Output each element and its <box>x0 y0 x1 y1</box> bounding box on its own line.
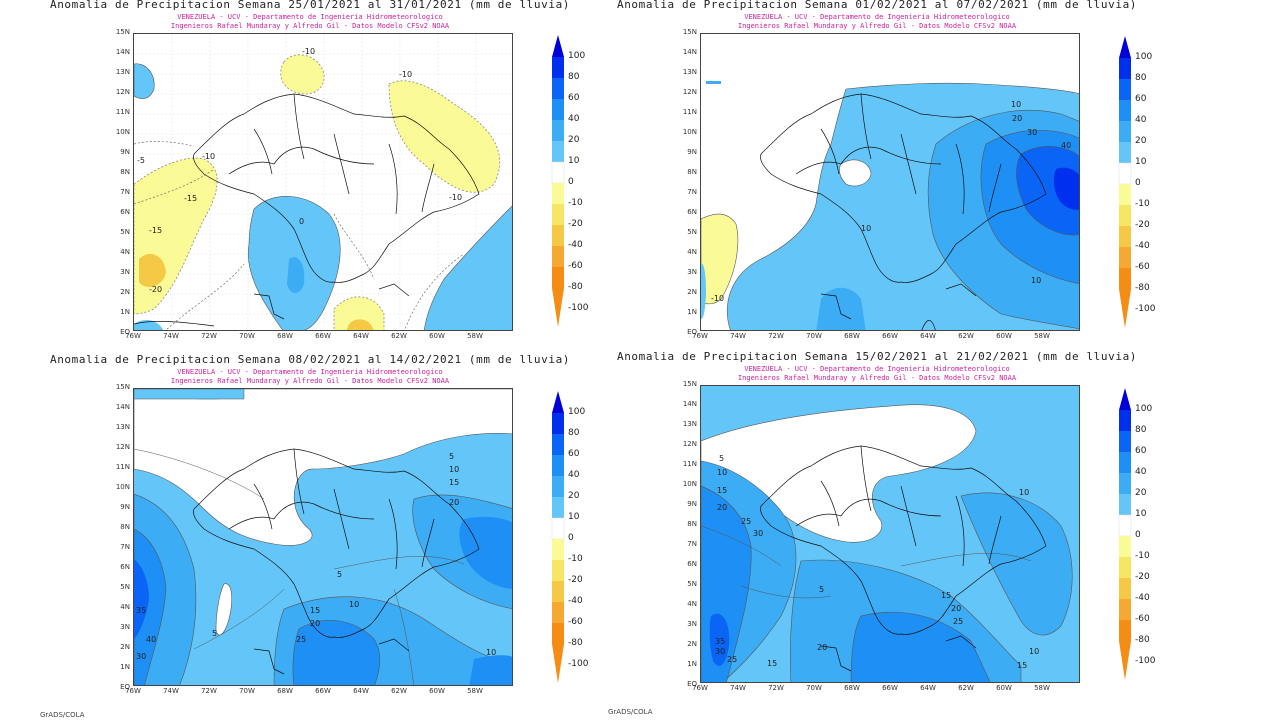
contour-label: 10 <box>349 600 359 609</box>
footer-credit-left: GrADS/COLA <box>40 711 85 719</box>
contour-label: -5 <box>137 156 145 165</box>
lat-axis: 15N 14N 13N 12N 11N 10N 9N 8N 7N 6N 5N 4N 3N 2N 1N EQ <box>682 28 697 336</box>
lat-axis: 15N 14N 13N 12N 11N 10N 9N 8N 7N 6N 5N 4N 3N 2N 1N EQ <box>115 383 130 691</box>
contour-label: 30 <box>715 647 725 656</box>
contour-label: 10 <box>861 224 871 233</box>
contour-label: -10 <box>711 294 724 303</box>
contour-label: 15 <box>310 606 320 615</box>
colorbar: 100 80 60 40 20 10 0 -10 -20 -40 -60 -80… <box>548 391 628 686</box>
anomaly-map: -10 -10 -5 -10 -15 -15 -20 -10 0 <box>133 33 513 331</box>
contour-label: 5 <box>212 629 217 638</box>
contour-label: 15 <box>1017 661 1027 670</box>
contour-label: 20 <box>717 503 727 512</box>
contour-label: 10 <box>1031 276 1041 285</box>
panel-title: Anomalia de Precipitacion Semana 01/02/2… <box>616 0 1138 11</box>
panel-week-2: Anomalia de Precipitacion Semana 01/02/2… <box>567 0 1207 360</box>
anomaly-map: 10 20 30 40 10 10 -10 <box>700 33 1080 331</box>
contour-label: 20 <box>817 643 827 652</box>
contour-label: 40 <box>1061 141 1071 150</box>
panel-week-3: Anomalia de Precipitacion Semana 08/02/2… <box>0 353 640 715</box>
lat-axis: 15N 14N 13N 12N 11N 10N 9N 8N 7N 6N 5N 4N 3N 2N 1N EQ <box>682 380 697 688</box>
contour-label: 35 <box>136 606 146 615</box>
panel-subtitle-1: VENEZUELA - UCV - Departamento de Ingeni… <box>744 13 1010 21</box>
panel-subtitle-1: VENEZUELA - UCV - Departamento de Ingeni… <box>177 368 443 376</box>
contour-label: 30 <box>136 652 146 661</box>
contour-label: 20 <box>951 604 961 613</box>
panel-title: Anomalia de Precipitacion Semana 15/02/2… <box>616 350 1138 363</box>
lat-axis: 15N 14N 13N 12N 11N 10N 9N 8N 7N 6N 5N 4N 3N 2N 1N EQ <box>115 28 130 336</box>
panel-subtitle-2: Ingenieros Rafael Mundaray y Alfredo Gil… <box>170 377 450 385</box>
anomaly-map: 5 10 15 20 5 10 15 20 25 5 10 35 40 30 <box>133 388 513 686</box>
contour-label: -10 <box>449 193 462 202</box>
contour-label: 0 <box>299 217 304 226</box>
contour-label: 30 <box>753 529 763 538</box>
contour-label: 15 <box>941 591 951 600</box>
contour-label: 15 <box>449 478 459 487</box>
contour-label: -10 <box>399 70 412 79</box>
contour-label: 25 <box>741 517 751 526</box>
contour-label: 30 <box>1027 128 1037 137</box>
contour-label: 15 <box>767 659 777 668</box>
contour-label: 5 <box>449 452 454 461</box>
contour-label: 10 <box>486 648 496 657</box>
panel-subtitle-2: Ingenieros Rafael Mundaray y Alfredo Gil… <box>737 22 1017 30</box>
contour-label: 35 <box>715 637 725 646</box>
contour-label: 15 <box>717 486 727 495</box>
contour-label: -15 <box>184 194 197 203</box>
contour-label: 10 <box>1029 647 1039 656</box>
contour-label: 10 <box>1011 100 1021 109</box>
panel-subtitle-1: VENEZUELA - UCV - Departamento de Ingeni… <box>744 365 1010 373</box>
colorbar: 100 80 60 40 20 10 0 -10 -20 -40 -60 -80… <box>1115 388 1195 683</box>
contour-label: 25 <box>296 635 306 644</box>
panel-week-1: Anomalia de Precipitacion Semana 25/01/2… <box>0 0 640 360</box>
contour-label: 20 <box>310 619 320 628</box>
panel-subtitle-1: VENEZUELA - UCV - Departamento de Ingeni… <box>177 13 443 21</box>
anomaly-map: 5 10 15 20 25 30 10 5 15 20 25 35 30 25 … <box>700 385 1080 683</box>
contour-label: 25 <box>727 655 737 664</box>
contour-label: 5 <box>719 454 724 463</box>
panel-title: Anomalia de Precipitacion Semana 25/01/2… <box>49 0 571 11</box>
contour-label: -15 <box>149 226 162 235</box>
contour-label: 20 <box>449 498 459 507</box>
contour-label: 5 <box>337 570 342 579</box>
panel-subtitle-2: Ingenieros Rafael Mundaray y Alfredo Gil… <box>737 374 1017 382</box>
colorbar: 100 80 60 40 20 10 0 -10 -20 -40 -60 -80… <box>548 35 628 330</box>
contour-label: -10 <box>202 152 215 161</box>
contour-label: 20 <box>1012 114 1022 123</box>
colorbar: 100 80 60 40 20 10 0 -10 -20 -40 -60 -80… <box>1115 36 1195 331</box>
panel-title: Anomalia de Precipitacion Semana 08/02/2… <box>49 353 571 366</box>
panel-subtitle-2: Ingenieros Rafael Mundaray y Alfredo Gil… <box>170 22 450 30</box>
contour-label: -20 <box>149 285 162 294</box>
contour-label: -10 <box>302 47 315 56</box>
footer-credit-right: GrADS/COLA <box>608 708 653 716</box>
contour-label: 5 <box>819 585 824 594</box>
contour-label: 10 <box>717 468 727 477</box>
contour-label: 10 <box>1019 488 1029 497</box>
contour-label: 10 <box>449 465 459 474</box>
panel-week-4: Anomalia de Precipitacion Semana 15/02/2… <box>567 350 1207 712</box>
contour-label: 25 <box>953 617 963 626</box>
contour-label: 40 <box>146 635 156 644</box>
